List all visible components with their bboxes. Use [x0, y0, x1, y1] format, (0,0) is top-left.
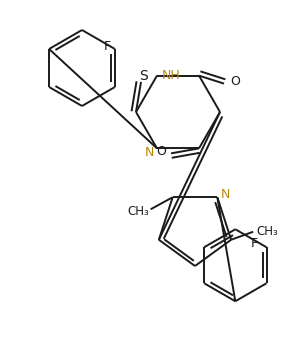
Text: CH₃: CH₃: [256, 225, 278, 238]
Text: F: F: [251, 237, 258, 250]
Text: S: S: [140, 69, 148, 83]
Text: NH: NH: [162, 69, 180, 82]
Text: N: N: [221, 188, 230, 201]
Text: CH₃: CH₃: [128, 205, 149, 218]
Text: O: O: [230, 75, 240, 88]
Text: F: F: [103, 40, 110, 53]
Text: O: O: [156, 145, 166, 158]
Text: N: N: [144, 146, 154, 159]
